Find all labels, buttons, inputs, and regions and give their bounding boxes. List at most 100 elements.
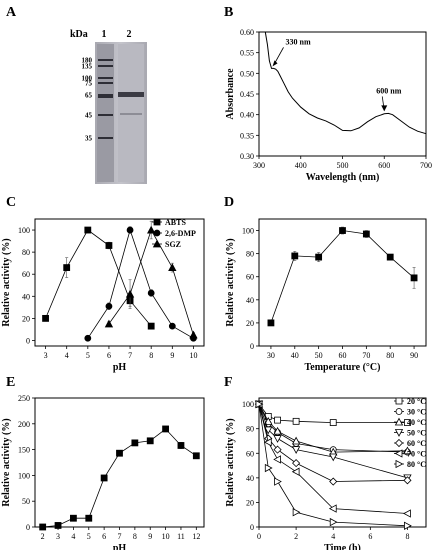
- marker-triangle-right: [292, 508, 301, 517]
- x-tick-label: 11: [177, 532, 185, 541]
- marker-triangle-right: [404, 521, 412, 530]
- legend-entry: SGZ: [165, 240, 181, 249]
- y-tick-label: 100: [18, 226, 30, 235]
- x-tick-label: 4: [331, 532, 335, 541]
- gel-ladder-band: [98, 137, 113, 139]
- annotation-label: 600 nm: [376, 86, 401, 95]
- series-50-c: [254, 400, 412, 483]
- series-sgz: [104, 220, 198, 339]
- legend-entry: 80 °C: [407, 460, 426, 469]
- marker-square: [192, 452, 200, 460]
- marker-circle: [153, 229, 161, 237]
- series-30-c: [255, 400, 411, 456]
- x-tick-label: 700: [420, 161, 432, 170]
- gel-ladder-band: [98, 94, 113, 98]
- plot-frame: [258, 397, 427, 528]
- marker-triangle-left: [403, 509, 411, 518]
- marker-triangle-right: [255, 399, 264, 409]
- series-main: [267, 226, 418, 327]
- marker-triangle-right: [274, 477, 282, 486]
- x-tick-label: 3: [56, 532, 60, 541]
- marker-square: [42, 314, 49, 322]
- y-tick-label: 150: [18, 446, 30, 455]
- x-tick-label: 9: [148, 532, 152, 541]
- y-tick-label: 100: [18, 471, 30, 480]
- y-tick-label: 20: [22, 314, 30, 323]
- y-tick-label: 60: [22, 270, 30, 279]
- annotation-label: 330 nm: [286, 37, 311, 46]
- marker-square: [84, 226, 92, 234]
- marker-square: [147, 322, 155, 330]
- y-tick-label: 20: [246, 319, 254, 328]
- y-tick-label: 80: [22, 248, 30, 257]
- marker-square: [70, 514, 77, 522]
- x-tick-label: 10: [162, 532, 170, 541]
- gel-marker-label: 75: [85, 80, 93, 88]
- series-20-c: [255, 400, 411, 426]
- marker-square: [315, 253, 323, 261]
- y-tick-label: 0.40: [240, 111, 254, 120]
- marker-square: [162, 425, 169, 433]
- marker-square: [291, 252, 299, 260]
- x-tick-label: 8: [149, 351, 153, 360]
- marker-circle: [168, 322, 176, 330]
- marker-square: [146, 437, 154, 445]
- series-line: [258, 404, 408, 527]
- y-tick-label: 0.35: [240, 131, 254, 140]
- x-tick-label: 3: [44, 351, 48, 360]
- marker-triangle-left: [291, 467, 300, 476]
- gel-band-lane-2: [118, 92, 144, 97]
- y-tick-label: 40: [22, 292, 30, 301]
- y-axis-title: Relative activity (%): [1, 418, 12, 506]
- x-axis-title: pH: [113, 543, 127, 550]
- panel-label-f: F: [224, 375, 233, 390]
- legend-entry: 50 °C: [407, 429, 426, 438]
- x-tick-label: 6: [102, 532, 106, 541]
- chart-e: 2 3 4 5 6 7 8 9 10 11 12 0 50 100 150 200 250 pH Relative …: [1, 394, 205, 550]
- legend-entry: 2,6-DMP: [165, 229, 196, 238]
- x-tick-label: 7: [128, 351, 132, 360]
- panel-label-c: C: [6, 195, 16, 210]
- marker-triangle-right: [329, 517, 338, 527]
- series-70-c: [254, 399, 411, 518]
- gel-marker-label: 45: [85, 112, 93, 120]
- x-tick-label: 10: [189, 351, 197, 360]
- x-axis-title: Time (h): [324, 543, 361, 550]
- marker-triangle: [189, 330, 198, 339]
- marker-triangle-right: [264, 463, 273, 473]
- marker-triangle: [273, 426, 282, 435]
- marker-square: [404, 419, 411, 426]
- gel-marker-label: 65: [85, 92, 93, 100]
- legend: 20 °C 30 °C40 °C 50 °C60 °C 70 °C80 °C: [394, 397, 426, 469]
- x-tick-label: 8: [133, 532, 137, 541]
- marker-circle: [105, 302, 113, 310]
- marker-triangle-down: [264, 426, 273, 435]
- x-tick-label: 30: [267, 351, 275, 360]
- y-tick-label: 60: [246, 273, 254, 282]
- marker-square: [105, 242, 113, 249]
- marker-square: [410, 274, 418, 282]
- gel-marker-label: 180: [82, 57, 93, 65]
- marker-triangle: [403, 446, 412, 455]
- gel-ladder-band: [98, 65, 113, 67]
- marker-square: [177, 442, 185, 449]
- marker-triangle-left: [273, 455, 281, 464]
- y-tick-label: 0.50: [240, 69, 254, 78]
- x-tick-label: 50: [315, 351, 323, 360]
- marker-square: [153, 218, 161, 226]
- marker-triangle: [152, 239, 162, 248]
- y-axis-title: Relative activity (%): [225, 238, 236, 326]
- legend-entry: 60 °C: [407, 439, 426, 448]
- marker-square: [329, 419, 337, 426]
- x-tick-label: 400: [295, 161, 307, 170]
- x-axis-title: Temperature (°C): [305, 362, 381, 373]
- y-tick-label: 0.45: [240, 90, 254, 99]
- marker-circle: [147, 289, 155, 297]
- marker-diamond: [329, 477, 338, 486]
- x-tick-label: 5: [87, 532, 91, 541]
- y-tick-label: 20: [246, 498, 254, 507]
- series-abts: [42, 226, 155, 330]
